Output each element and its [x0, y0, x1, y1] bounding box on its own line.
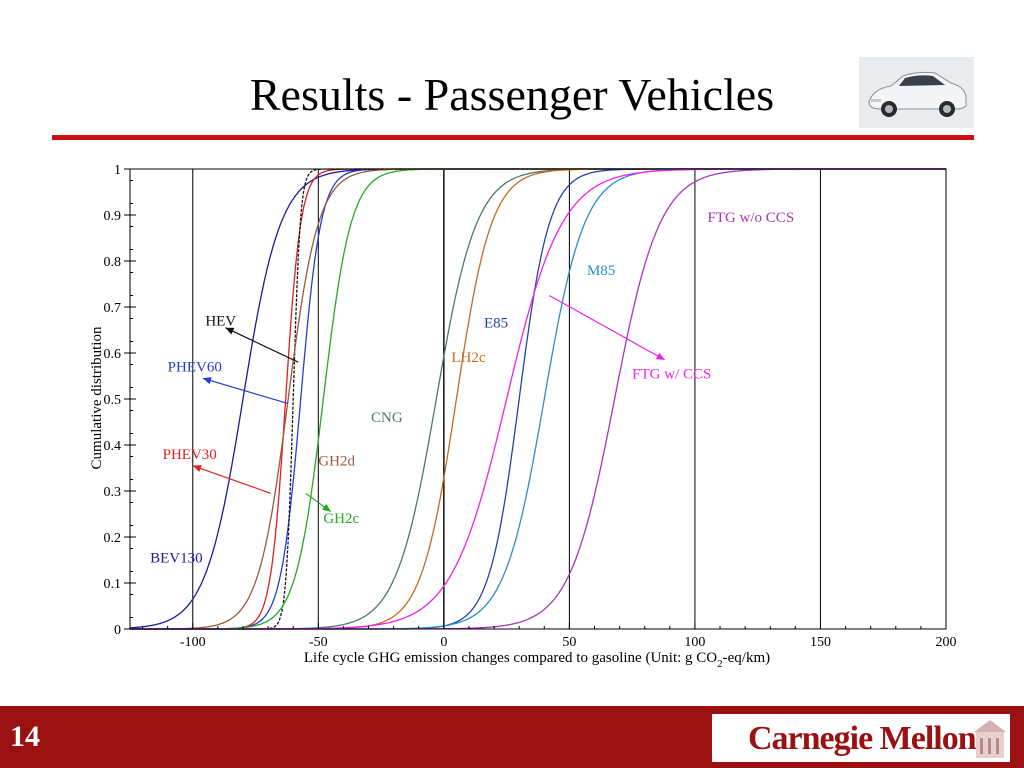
- series-curve-gh2c: [130, 168, 946, 630]
- y-tick-label: 0.8: [104, 255, 122, 270]
- arrow-layer: [192, 294, 666, 513]
- x-tick-label: 200: [936, 635, 957, 650]
- series-label: LH2c: [451, 350, 485, 366]
- y-tick-label: 1: [114, 163, 121, 178]
- university-logo: Carnegie Mellon: [712, 714, 1010, 762]
- plot-frame: [129, 168, 947, 630]
- y-tick-label: 0.7: [104, 301, 122, 316]
- slide-title: Results - Passenger Vehicles: [249, 69, 775, 120]
- y-tick-label: 0.1: [104, 577, 122, 592]
- logo-wordmark: Carnegie Mellon: [748, 720, 977, 757]
- series-label: GH2c: [323, 511, 359, 527]
- series-label: FTG w/o CCS: [707, 210, 794, 226]
- x-tick-label: 0: [440, 635, 447, 650]
- annotation-arrow-head: [192, 464, 202, 472]
- annotation-arrow-head: [322, 503, 331, 512]
- x-tick-label: 50: [562, 635, 576, 650]
- car-photo: [859, 57, 974, 128]
- annotation-arrow-line: [202, 377, 289, 405]
- annotation-arrow-line: [192, 465, 271, 494]
- series-label: HEV: [205, 313, 236, 329]
- series-curve-e85: [130, 168, 946, 630]
- slide-number: 14: [10, 720, 40, 753]
- x-tick-label: 100: [684, 635, 705, 650]
- annotation-arrow-head: [655, 352, 665, 360]
- series-curve-cng: [130, 168, 946, 630]
- x-tick-label: -50: [309, 635, 328, 650]
- annotation-arrow-head: [202, 377, 212, 385]
- annotation-arrow-line: [549, 294, 666, 361]
- x-tick-label: 150: [810, 635, 831, 650]
- footer-bar: 14 Carnegie Mellon: [0, 706, 1024, 768]
- series-curve-phev30: [130, 168, 946, 630]
- series-curve-bev130: [129, 168, 946, 629]
- series-curve-ftg-w-o-ccs: [130, 168, 946, 630]
- curve-layer: [129, 168, 946, 630]
- grid-layer: [192, 169, 821, 629]
- y-tick-label: 0.3: [104, 485, 122, 500]
- axis-layer: 0 0.1 0.2 0.3 0.4 0.5 0.6 0.7 0.8 0.9 1 -100 -50 0 50 1…: [104, 163, 957, 650]
- series-curve-m85: [130, 168, 946, 630]
- y-tick-label: 0.4: [104, 439, 122, 454]
- cdf-chart: 0 0.1 0.2 0.3 0.4 0.5 0.6 0.7 0.8 0.9 1 -100 -50 0 50 1…: [89, 163, 957, 670]
- y-tick-label: 0.2: [104, 531, 122, 546]
- building-seal-icon: [974, 720, 1006, 758]
- annotation-arrow-line: [225, 327, 299, 363]
- series-curve-phev60: [130, 168, 946, 630]
- series-curve-ftg-w-ccs: [130, 168, 946, 630]
- series-label: E85: [484, 316, 508, 332]
- y-tick-label: 0.6: [104, 347, 122, 362]
- series-label: PHEV30: [163, 447, 217, 463]
- series-curve-hev: [130, 168, 946, 630]
- title-rule: [52, 135, 974, 140]
- x-tick-label: -100: [180, 635, 206, 650]
- series-curve-lh2c: [130, 168, 946, 630]
- series-label: GH2d: [318, 454, 355, 470]
- series-label: PHEV60: [168, 359, 222, 375]
- y-tick-label: 0: [114, 623, 121, 638]
- y-tick-label: 0.5: [104, 393, 122, 408]
- annotation-arrow-head: [225, 327, 235, 335]
- series-curve-gh2d: [130, 168, 946, 630]
- series-label: BEV130: [150, 550, 203, 566]
- label-layer: HEV PHEV60 PHEV30 BEV130 GH2d GH2c CNG LH2c E85 M…: [150, 210, 794, 566]
- y-tick-label: 0.9: [104, 209, 122, 224]
- series-label: M85: [587, 263, 615, 279]
- series-label: FTG w/ CCS: [632, 366, 711, 382]
- series-label: CNG: [371, 410, 403, 426]
- y-axis-label: Cumulative distribution: [89, 326, 105, 469]
- x-axis-label: Life cycle GHG emission changes compared…: [304, 650, 770, 670]
